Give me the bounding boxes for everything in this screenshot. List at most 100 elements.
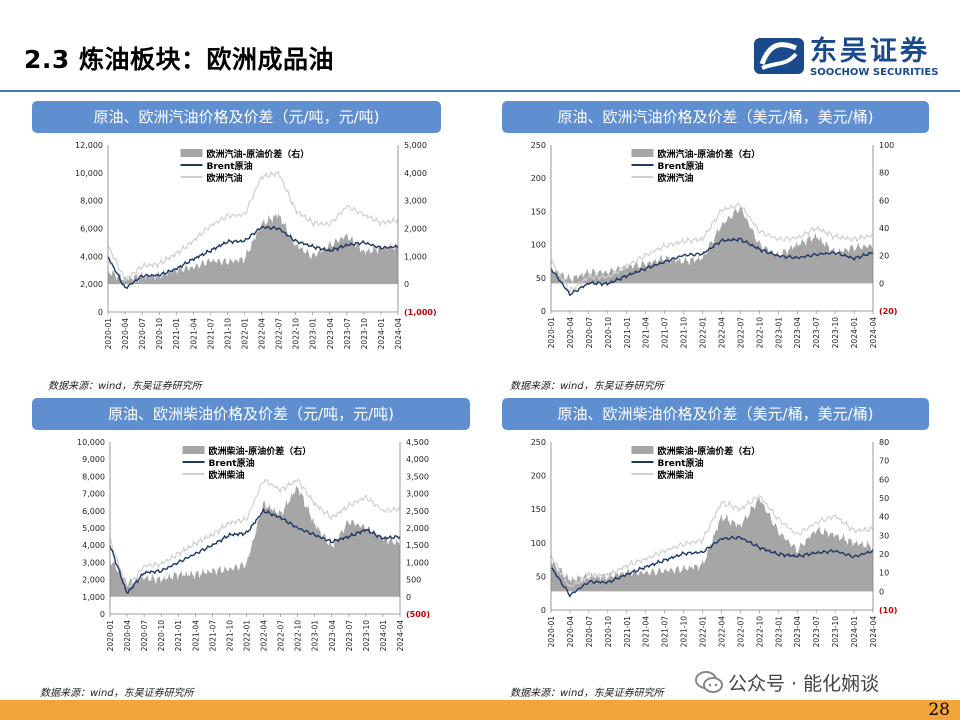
x-tick-label: 2023-01 [774,317,783,349]
x-tick-label: 2023-10 [362,620,371,652]
x-tick-label: 2020-07 [140,620,149,652]
y-right-tick-label: 70 [879,457,889,466]
x-tick-label: 2020-01 [547,317,556,349]
legend-label: 欧洲汽油-原油价差（右） [658,148,761,160]
legend-label: 欧洲柴油-原油价差（右） [209,445,312,457]
x-tick-label: 2020-01 [104,318,113,350]
y-left-tick-label: 200 [531,472,546,481]
legend-swatch-spread [180,149,203,157]
y-left-tick-label: 6,000 [80,225,103,234]
legend-label: Brent原油 [658,160,704,172]
legend-label: 欧洲柴油 [209,469,245,481]
y-left-tick-label: 200 [531,174,546,183]
y-left-tick-label: 150 [531,505,546,514]
brent-price-line [107,225,399,289]
x-tick-label: 2020-10 [155,318,164,350]
y-right-tick-label: 50 [879,494,889,503]
spread-area [551,496,873,592]
legend-swatch-spread [631,446,654,454]
x-tick-label: 2021-07 [208,620,217,652]
x-tick-label: 2023-04 [326,318,335,350]
x-tick-label: 2021-04 [642,317,651,349]
y-left-tick-label: 50 [536,572,546,581]
x-tick-label: 2024-04 [869,317,878,349]
x-tick-label: 2022-07 [736,616,745,648]
y-left-tick-label: 100 [531,539,546,548]
x-tick-label: 2022-01 [240,318,249,350]
y-left-tick-label: 9,000 [82,455,105,464]
x-tick-label: 2023-04 [793,616,802,648]
chart-2-header: 原油、欧洲汽油价格及价差（美元/桶，美元/桶) [502,101,929,133]
x-tick-label: 2021-10 [225,620,234,652]
y-right-tick-label: 2,000 [404,225,427,234]
x-tick-label: 2022-01 [699,616,708,648]
product-price-line [550,494,874,588]
footer-bar: 28 [0,700,960,720]
y-right-tick-label: 80 [879,169,889,178]
y-left-tick-label: 8,000 [80,197,103,206]
y-right-tick-label: 60 [879,475,889,484]
y-left-tick-label: 100 [531,241,546,250]
x-tick-label: 2023-10 [360,318,369,350]
chart-3: 10,000 9,000 8,000 7,000 6,000 5,000 4,000 3,00… [77,438,430,652]
x-tick-label: 2023-10 [831,317,840,349]
y-right-tick-label: 3,000 [404,197,427,206]
y-left-tick-label: 50 [536,274,546,283]
legend-swatch-spread [631,149,654,157]
legend-label: Brent原油 [209,457,255,469]
y-right-tick-label: 100 [879,141,894,150]
chart-1-header: 原油、欧洲汽油价格及价差（元/吨，元/吨) [32,101,441,133]
y-right-tick-label: 40 [879,224,889,233]
wechat-icon [695,671,723,693]
x-tick-label: 2020-04 [123,620,132,652]
y-right-tick-label: 1,500 [406,541,429,550]
y-left-tick-label: 0 [541,606,546,615]
x-tick-label: 2022-04 [260,620,269,652]
y-right-tick-label: 0 [406,593,411,602]
legend-label: Brent原油 [207,160,253,172]
x-tick-label: 2021-10 [223,318,232,350]
product-price-line [109,477,401,587]
x-tick-label: 2022-01 [699,317,708,349]
y-right-tick-label: 80 [879,438,889,447]
y-right-tick-label: 4,500 [406,438,429,447]
x-tick-label: 2020-01 [106,620,115,652]
spread-area [551,206,873,284]
x-tick-label: 2021-01 [623,616,632,648]
chart-2-source: 数据来源：wind，东吴证券研究所 [510,381,664,392]
y-right-tick-label: 5,000 [404,141,427,150]
x-tick-label: 2023-04 [328,620,337,652]
x-tick-label: 2024-01 [850,317,859,349]
y-right-tick-label: (500) [406,610,430,619]
spread-area [108,213,398,285]
x-tick-label: 2020-04 [566,616,575,648]
x-tick-label: 2023-07 [345,620,354,652]
x-tick-label: 2020-07 [585,616,594,648]
x-tick-label: 2023-01 [311,620,320,652]
legend-label: 欧洲柴油 [658,469,694,481]
brand-logo: 东吴证券 SOOCHOW SECURITIES [752,36,942,80]
y-left-tick-label: 250 [531,141,546,150]
y-left-tick-label: 0 [98,308,103,317]
y-right-tick-label: (1,000) [404,308,437,317]
brand-name-cn: 东吴证券 [810,36,930,67]
legend-label: 欧洲柴油-原油价差（右） [658,445,761,457]
y-right-tick-label: 0 [404,280,409,289]
soochow-logo-icon [754,38,804,74]
y-left-tick-label: 0 [100,610,105,619]
y-left-tick-label: 2,000 [82,576,105,585]
x-tick-label: 2022-10 [294,620,303,652]
x-tick-label: 2021-01 [174,620,183,652]
x-tick-label: 2020-07 [585,317,594,349]
y-right-tick-label: 1,000 [404,252,427,261]
x-tick-label: 2024-04 [394,318,403,350]
x-tick-label: 2022-04 [717,616,726,648]
title-divider [0,90,960,92]
x-tick-label: 2023-07 [812,317,821,349]
y-right-tick-label: 10 [879,569,889,578]
chart-4-header: 原油、欧洲柴油价格及价差（美元/桶，美元/桶) [502,398,929,430]
brent-price-line [550,535,874,598]
watermark-text: 公众号 · 能化娴谈 [728,673,880,695]
x-tick-label: 2022-10 [292,318,301,350]
